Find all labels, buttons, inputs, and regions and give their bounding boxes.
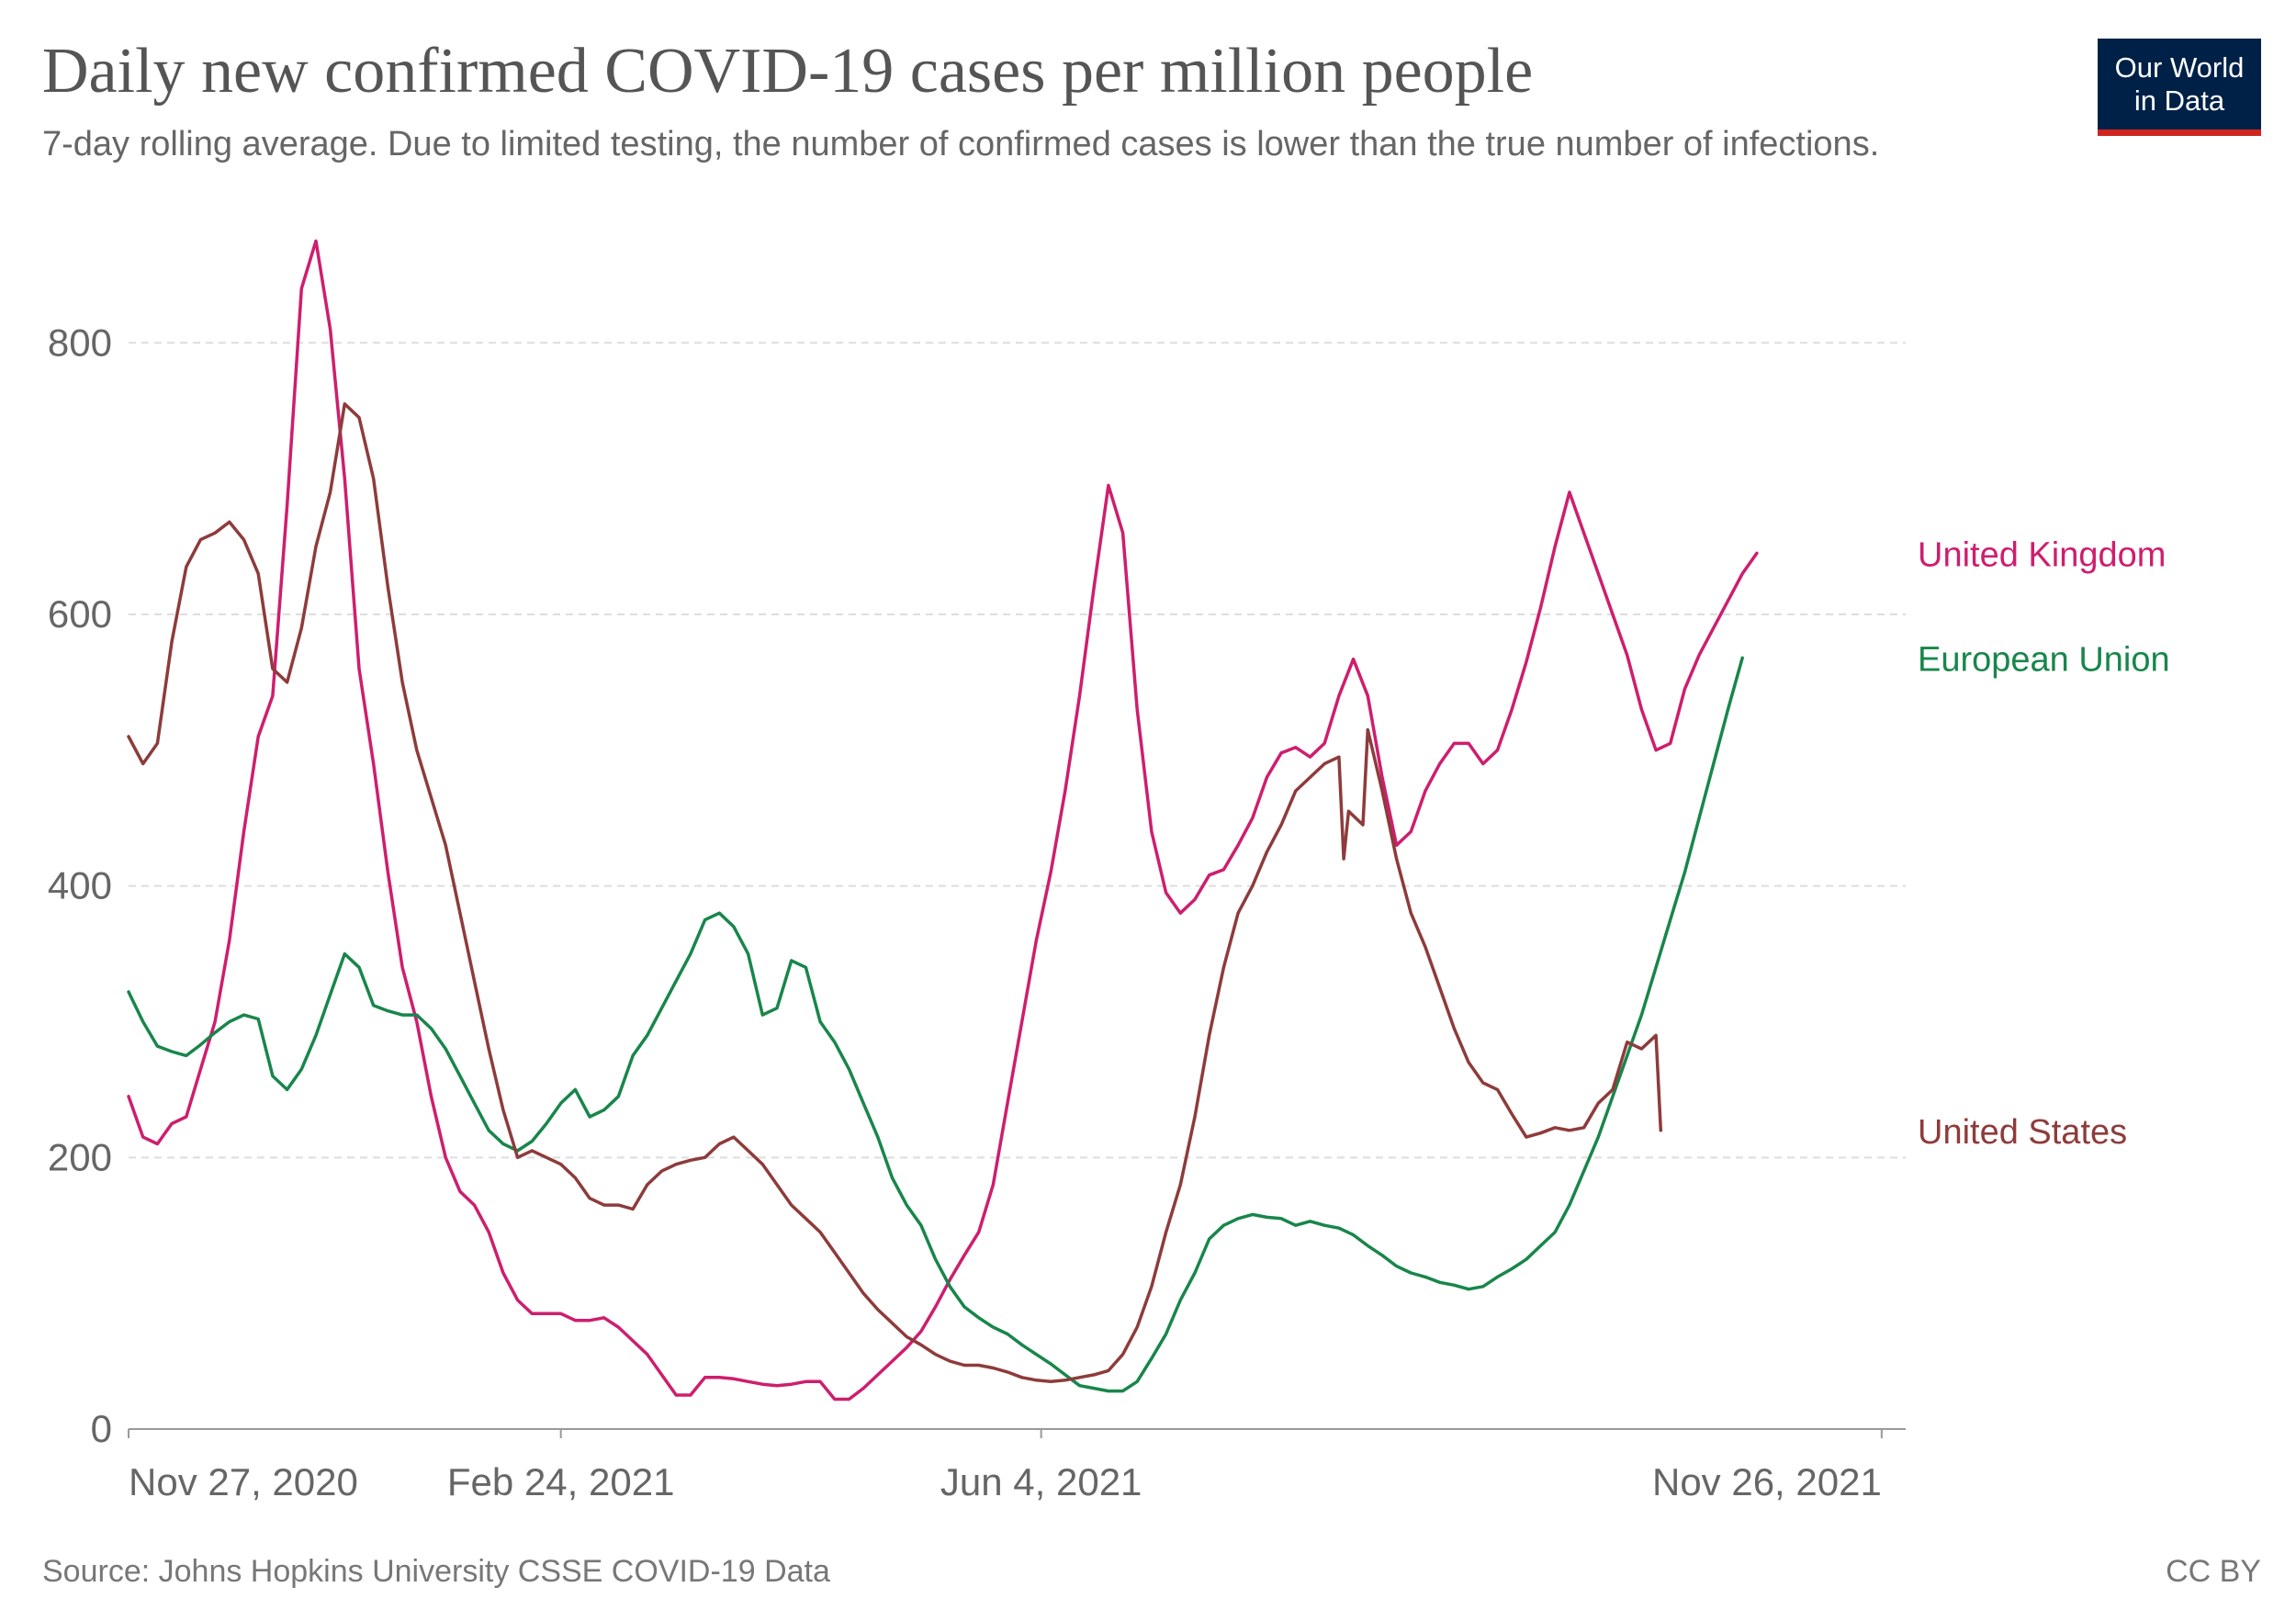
- y-tick-label: 600: [48, 592, 112, 636]
- x-tick-label: Nov 27, 2020: [129, 1460, 358, 1503]
- chart-subtitle: 7-day rolling average. Due to limited te…: [42, 125, 1880, 163]
- legend-label-united-kingdom[interactable]: United Kingdom: [1918, 535, 2166, 574]
- axis-layer: 0 200 400 600 800 Nov 27, 2020 Feb 24, 2021 Jun…: [48, 321, 1906, 1503]
- series-line-european-union[interactable]: [127, 656, 1744, 1393]
- y-tick-label: 0: [91, 1407, 112, 1450]
- series-line-united-kingdom[interactable]: [127, 239, 1759, 1401]
- y-tick-label: 800: [48, 321, 112, 364]
- owid-logo[interactable]: Our World in Data: [2098, 39, 2261, 136]
- legend-layer: United Kingdom European Union United State…: [1918, 535, 2170, 1151]
- series-layer: [127, 239, 1759, 1401]
- grid-layer: [129, 342, 1906, 1159]
- legend-label-european-union[interactable]: European Union: [1918, 640, 2170, 679]
- series-line-united-states[interactable]: [127, 402, 1663, 1384]
- logo-line-2: in Data: [2133, 84, 2225, 117]
- x-tick-label: Jun 4, 2021: [940, 1460, 1142, 1503]
- x-tick-label: Nov 26, 2021: [1652, 1460, 1882, 1503]
- x-tick-label: Feb 24, 2021: [447, 1460, 675, 1503]
- legend-label-united-states[interactable]: United States: [1918, 1113, 2127, 1152]
- chart-title: Daily new confirmed COVID-19 cases per m…: [42, 36, 1534, 107]
- y-tick-label: 400: [48, 864, 112, 907]
- license-link[interactable]: CC BY: [2166, 1554, 2261, 1589]
- source-note: Source: Johns Hopkins University CSSE CO…: [42, 1554, 830, 1589]
- y-tick-label: 200: [48, 1135, 112, 1178]
- logo-line-1: Our World: [2114, 51, 2245, 84]
